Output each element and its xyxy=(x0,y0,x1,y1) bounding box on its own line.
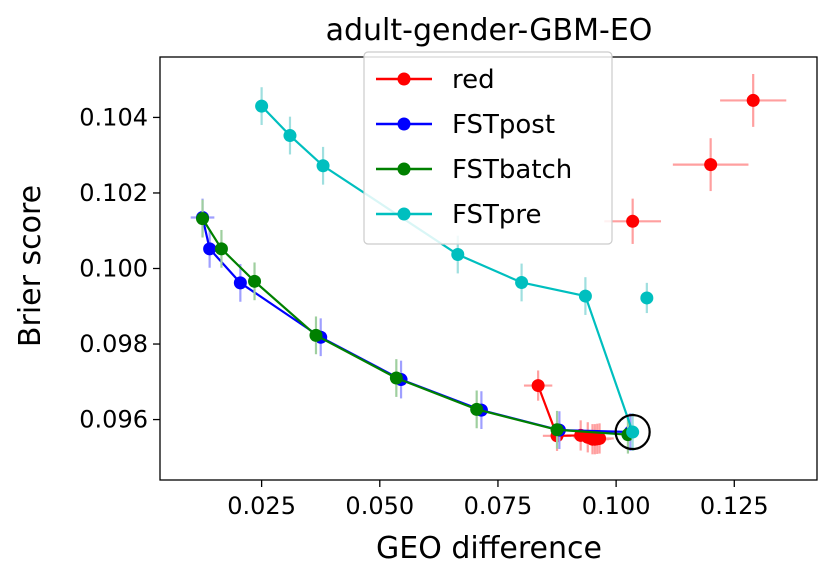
legend-label-fstpre: FSTpre xyxy=(452,200,542,230)
data-point-fstpre xyxy=(255,99,269,113)
x-axis-label: GEO difference xyxy=(376,531,602,566)
legend-marker-fstpre xyxy=(397,207,411,221)
series-line-fstbatch xyxy=(201,218,629,436)
plot-area xyxy=(190,73,787,455)
y-axis-label: Brier score xyxy=(13,185,48,347)
legend-label-red: red xyxy=(452,65,495,95)
series-red xyxy=(604,73,787,244)
legend-marker-fstbatch xyxy=(397,162,411,176)
data-point-red xyxy=(704,158,718,172)
legend-marker-red xyxy=(397,72,411,86)
data-point-fstbatch xyxy=(214,242,228,256)
data-point-fstbatch xyxy=(196,212,210,226)
data-point-fstbatch xyxy=(309,328,323,342)
y-tick-label: 0.098 xyxy=(79,330,148,358)
data-point-fstpre xyxy=(283,129,297,143)
data-point-fstpre xyxy=(626,425,640,439)
series-fstpre xyxy=(255,87,640,451)
data-point-red xyxy=(531,379,545,393)
series-fstbatch xyxy=(196,199,635,454)
data-point-fstpre xyxy=(640,291,654,305)
legend-label-fstbatch: FSTbatch xyxy=(452,155,572,185)
x-tick-label: 0.025 xyxy=(227,492,296,520)
data-point-fstbatch xyxy=(389,371,403,385)
data-point-fstpre xyxy=(451,248,465,262)
series-line-fstpost xyxy=(201,217,631,434)
legend-marker-fstpost xyxy=(397,117,411,131)
series-fstpre xyxy=(640,282,654,314)
y-tick-label: 0.104 xyxy=(79,103,148,131)
axis-ticks: 0.025 0.050 0.075 0.100 0.125 0.096 0.098 0.100… xyxy=(79,103,768,520)
y-tick-label: 0.102 xyxy=(79,179,148,207)
chart-title: adult-gender-GBM-EO xyxy=(326,13,653,48)
x-tick-label: 0.075 xyxy=(464,492,533,520)
data-point-fstbatch xyxy=(550,423,564,437)
data-point-fstpost xyxy=(203,242,217,256)
data-point-fstpre xyxy=(578,289,592,303)
series-red xyxy=(523,370,614,455)
x-tick-label: 0.050 xyxy=(345,492,414,520)
data-point-red xyxy=(746,93,760,107)
y-tick-label: 0.100 xyxy=(79,255,148,283)
data-point-fstbatch xyxy=(248,274,262,288)
y-tick-label: 0.096 xyxy=(79,406,148,434)
legend: red FSTpost FSTbatch FSTpre xyxy=(363,51,613,245)
data-point-red xyxy=(593,431,607,445)
x-tick-label: 0.100 xyxy=(582,492,651,520)
highlight-circle xyxy=(614,413,651,451)
data-point-fstbatch xyxy=(470,402,484,416)
legend-label-fstpost: FSTpost xyxy=(452,110,555,140)
x-tick-label: 0.125 xyxy=(700,492,769,520)
legend-box xyxy=(363,51,613,245)
data-point-fstpre xyxy=(515,275,529,289)
data-point-red xyxy=(626,214,640,228)
data-point-fstpre xyxy=(316,159,330,173)
data-point-fstpost xyxy=(233,276,247,290)
